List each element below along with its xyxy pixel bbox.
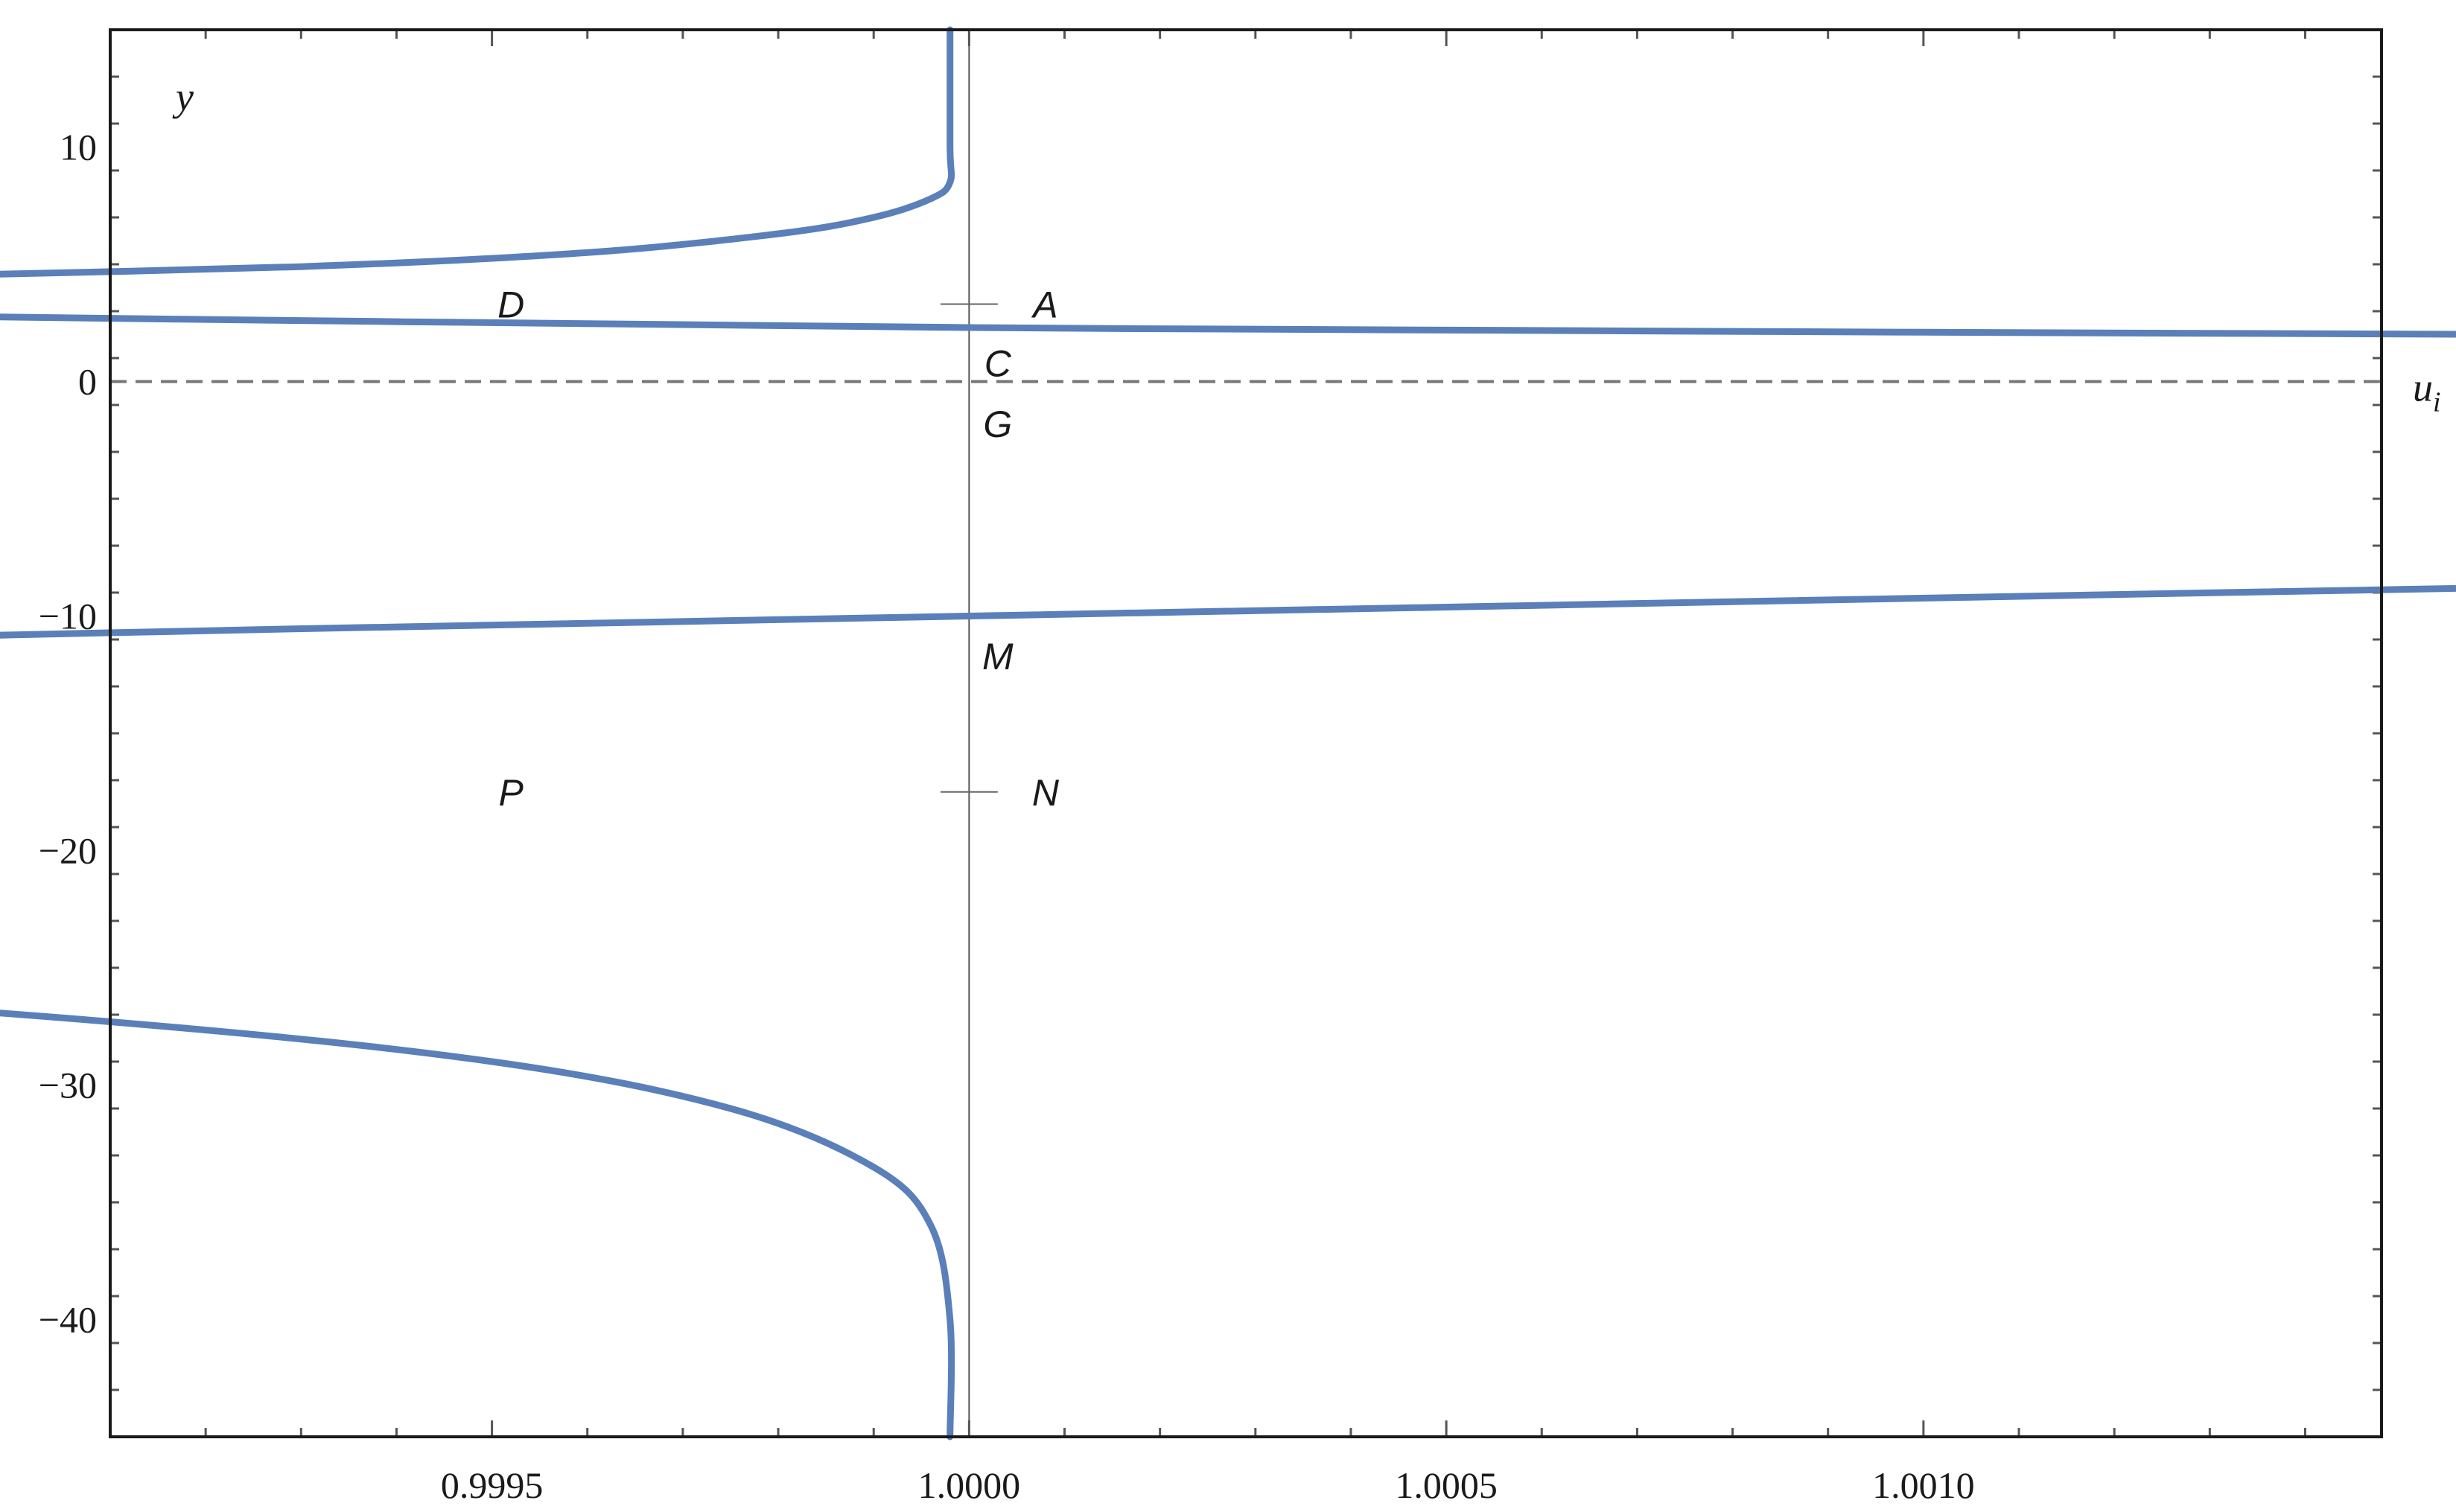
y-tick-label: −30 xyxy=(39,1065,97,1106)
point-annotations: DACGHMPN xyxy=(497,284,1060,814)
point-label-p: P xyxy=(499,772,524,814)
x-axis-label: ui xyxy=(2413,366,2441,418)
series-layer xyxy=(0,26,2456,1441)
plot-frame xyxy=(109,28,2383,1438)
x-tick-labels: 0.9995 1.0000 1.0005 1.0010 xyxy=(441,1464,1975,1506)
x-tick-label: 1.0010 xyxy=(1872,1464,1975,1506)
point-label-d: D xyxy=(497,284,524,326)
y-tick-label: −40 xyxy=(39,1299,97,1341)
annotation-markers xyxy=(940,303,998,793)
x-tick-label: 0.9995 xyxy=(441,1464,544,1506)
point-label-c: C xyxy=(984,342,1012,384)
y-axis-label: y xyxy=(172,74,194,119)
x-axis-label-subscript: i xyxy=(2433,387,2441,418)
series-line-0 xyxy=(0,26,2456,1441)
reference-lines xyxy=(110,30,2382,1437)
y-tick-label: 0 xyxy=(78,361,97,403)
y-tick-labels: 10 0 −10 −20 −30 −40 xyxy=(39,127,97,1341)
point-label-a: A xyxy=(1031,284,1057,326)
x-tick-label: 1.0000 xyxy=(918,1464,1021,1506)
y-tick-label: 10 xyxy=(60,127,97,168)
point-label-n: N xyxy=(1032,772,1060,814)
x-tick-label: 1.0005 xyxy=(1395,1464,1498,1506)
y-tick-label: −20 xyxy=(39,830,97,872)
point-label-m: M xyxy=(982,636,1014,677)
point-label-g: G xyxy=(983,403,1012,445)
x-axis-label-base: u xyxy=(2413,366,2433,410)
y-tick-label: −10 xyxy=(39,596,97,637)
